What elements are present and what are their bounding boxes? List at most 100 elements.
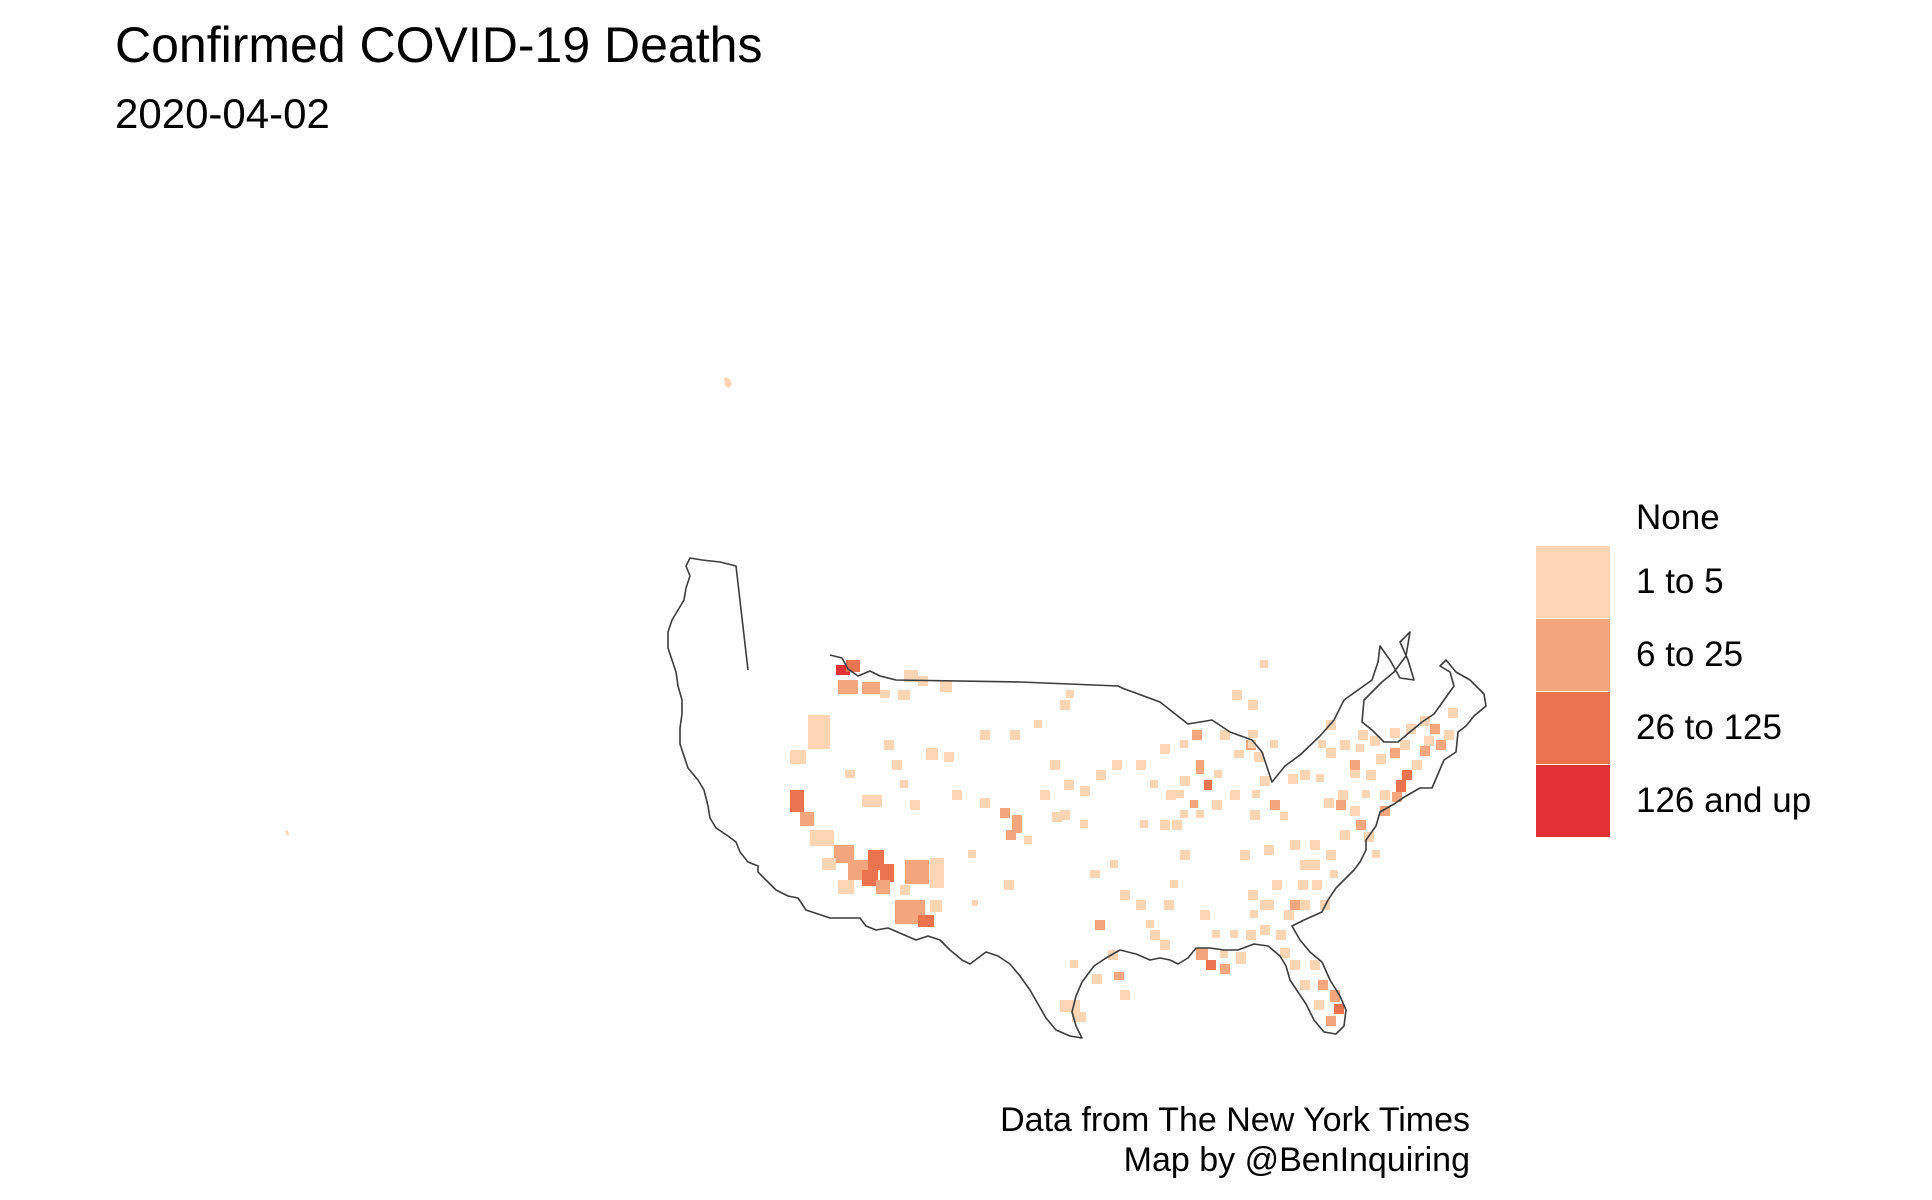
legend-swatch-1-to-5 [1536,546,1610,618]
county-fill [1280,812,1288,820]
legend-item-1-to-5: 1 to 5 [1536,546,1916,618]
county-fill [1264,900,1274,910]
county-fill [880,864,894,882]
county-fill [1444,730,1454,740]
county-fill [880,690,890,698]
county-fill [876,880,890,894]
county-fill [1248,700,1258,710]
county-fill [884,740,894,750]
county-fill [1396,780,1406,792]
county-fill [1150,930,1160,940]
county-fill [1326,748,1336,758]
county-fill [1220,950,1228,958]
county-fill [1176,790,1184,798]
county-fill [1004,880,1014,890]
county-fill [1310,860,1320,870]
legend-label: 126 and up [1636,781,1812,820]
county-fill [1120,990,1130,1000]
county-fill [1112,760,1122,770]
county-fill [1230,930,1238,938]
county-fill [1040,790,1050,800]
county-fill-layer [790,660,1458,1026]
county-fill [1180,776,1190,786]
county-fill [1298,880,1308,890]
county-fill [1300,900,1310,910]
county-fill [1204,780,1212,790]
county-fill [1000,808,1010,818]
page-title: Confirmed COVID-19 Deaths [115,17,763,73]
county-fill [1196,760,1204,774]
county-fill [1402,770,1412,780]
county-fill [1248,740,1256,748]
county-fill [1260,660,1268,668]
county-fill [1300,860,1310,870]
county-fill [980,730,990,740]
county-fill [1406,724,1416,734]
county-fill [1060,810,1070,820]
county-fill [1272,880,1282,890]
legend-item-126-and-up: 126 and up [1536,765,1916,837]
county-fill [1052,812,1062,822]
county-fill [1095,920,1105,930]
legend-item-none: None [1536,482,1916,554]
county-fill [1012,815,1022,833]
county-fill [845,770,855,778]
county-fill [1150,780,1158,788]
county-fill [1250,810,1260,820]
county-fill [905,860,929,884]
county-fill [1220,730,1230,740]
county-fill [1366,770,1376,780]
county-fill [1090,870,1100,878]
county-fill [1380,806,1390,816]
county-fill [1330,990,1340,1002]
county-fill [904,670,918,682]
county-fill [1252,790,1260,798]
county-fill [1350,760,1360,770]
county-fill [1324,798,1334,808]
county-fill [1390,728,1400,738]
county-fill [1390,748,1400,758]
caption-map-credit: Map by @BenInquiring [1123,1141,1470,1179]
county-fill [1326,850,1336,860]
county-fill [1230,790,1240,800]
legend-label: 1 to 5 [1636,562,1724,601]
county-fill [1060,1000,1080,1012]
county-fill [1206,960,1216,970]
county-fill [1376,754,1386,764]
county-fill [980,798,990,808]
county-fill [1200,910,1210,920]
county-fill [1326,1016,1336,1026]
county-fill [1290,960,1300,970]
county-fill [1212,930,1220,938]
county-fill [1436,740,1446,750]
county-fill [940,680,952,692]
county-fill [898,690,910,700]
county-fill [1338,790,1348,800]
county-fill [892,760,902,770]
legend-label: 6 to 25 [1636,635,1744,674]
county-fill [1180,850,1190,860]
county-fill [1284,910,1294,920]
county-fill [1110,860,1118,868]
county-fill [1066,690,1074,698]
county-fill [1420,716,1430,726]
county-fill [1260,776,1270,786]
county-fill [862,795,882,807]
county-fill [1248,730,1258,738]
county-fill [1424,736,1434,746]
county-fill [926,748,938,760]
county-fill [1280,948,1290,958]
hawaii-island-shape [724,377,732,388]
state-borders [667,557,1487,1039]
county-fill [800,812,814,826]
county-fill [1236,952,1246,964]
county-fill [952,790,962,800]
legend-item-26-to-125: 26 to 125 [1536,692,1916,764]
county-fill [838,880,854,894]
county-fill [1334,1004,1344,1014]
county-fill [790,790,804,812]
county-fill [930,900,942,912]
county-fill [810,830,834,846]
county-fill [822,858,836,870]
